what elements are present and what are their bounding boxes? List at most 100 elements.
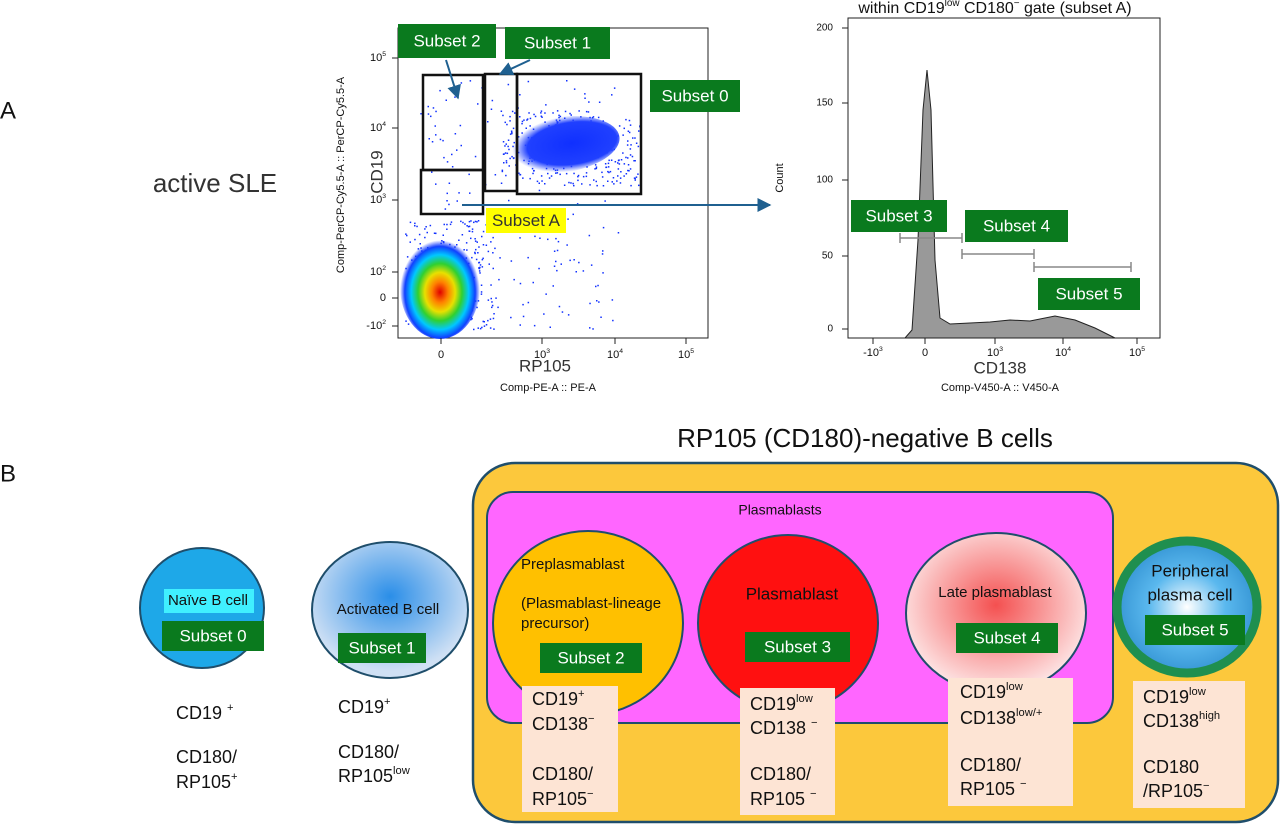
dot	[596, 184, 598, 187]
text-part: CD180/	[176, 747, 237, 767]
dot	[627, 164, 630, 166]
dot	[443, 223, 445, 226]
dot	[622, 152, 624, 154]
dot	[540, 110, 543, 112]
axis-param: Comp-PE-A :: PE-A	[500, 382, 597, 394]
dot	[522, 177, 524, 179]
dot	[608, 171, 610, 174]
text-part: CD19	[176, 703, 227, 723]
superscript: −	[1020, 778, 1027, 790]
x-tick-label: 103	[534, 348, 550, 361]
dot	[482, 320, 484, 323]
gate	[961, 249, 1035, 259]
label-text: Subset 3	[764, 637, 831, 656]
dot	[406, 234, 408, 237]
dot	[495, 297, 497, 299]
dot	[545, 104, 547, 106]
superscript: 4	[619, 348, 623, 355]
gate	[1033, 262, 1132, 272]
dot	[491, 99, 494, 102]
dot	[581, 183, 583, 185]
dot	[492, 252, 494, 254]
dot	[477, 220, 480, 222]
dot	[473, 221, 475, 224]
marker-text: CD19low	[1143, 686, 1207, 707]
dot	[620, 171, 622, 173]
dot	[596, 300, 598, 302]
superscript: 3	[382, 193, 386, 200]
dot	[424, 228, 426, 230]
dot	[604, 163, 607, 165]
marker-text: RP105low	[338, 765, 411, 786]
dot	[414, 225, 416, 227]
dot	[635, 142, 638, 144]
text-part: -10	[366, 320, 382, 332]
dot	[597, 116, 600, 119]
cell-cloud	[500, 116, 620, 174]
dot	[478, 246, 480, 248]
dot	[625, 118, 627, 121]
dot	[431, 141, 434, 143]
dot	[474, 240, 477, 242]
dot	[567, 314, 570, 316]
dot	[482, 244, 485, 246]
dot	[476, 241, 478, 243]
dot	[443, 156, 445, 159]
dot	[489, 327, 492, 329]
superscript: low	[945, 0, 961, 9]
dot	[635, 176, 638, 178]
dot	[633, 177, 636, 179]
arrows	[445, 59, 772, 212]
dot	[538, 182, 540, 184]
dot	[626, 144, 629, 146]
dot	[570, 182, 572, 184]
superscript: 4	[1067, 346, 1071, 353]
dot	[470, 237, 472, 240]
dot	[584, 97, 586, 99]
superscript: low/+	[1016, 707, 1042, 719]
dot	[458, 192, 460, 194]
dot	[613, 87, 616, 89]
axis-title: RP105	[519, 356, 571, 375]
dot	[522, 303, 524, 306]
dot	[487, 121, 489, 123]
dot	[420, 113, 422, 115]
x-tick-label: -103	[863, 346, 883, 359]
dot	[634, 179, 636, 181]
dot	[590, 264, 593, 266]
dot	[637, 145, 640, 148]
dot	[617, 232, 620, 234]
dot	[602, 185, 605, 187]
dot	[490, 284, 492, 286]
dot	[584, 93, 586, 95]
dot	[454, 96, 456, 98]
dot	[476, 306, 478, 309]
dot	[501, 170, 504, 173]
cell-name: Late plasmablast	[938, 584, 1052, 601]
dot	[628, 119, 631, 122]
dot	[573, 88, 576, 90]
dot	[607, 180, 609, 182]
superscript: +	[227, 702, 234, 714]
text-part: 10	[678, 349, 690, 361]
dot	[607, 162, 610, 165]
dot	[474, 238, 476, 240]
marker-box	[1133, 681, 1245, 808]
dot	[445, 99, 447, 101]
gate	[899, 233, 963, 243]
text-part: CD19	[960, 682, 1006, 702]
subgroup-title: Plasmablasts	[738, 502, 821, 518]
dot	[491, 306, 493, 309]
dot	[538, 267, 540, 270]
marker-text: CD180/	[532, 764, 593, 784]
dot	[451, 166, 454, 168]
dot	[499, 257, 501, 259]
dot	[487, 250, 490, 253]
y-tick-label: 100	[816, 175, 833, 186]
dot	[483, 321, 485, 323]
arrow	[445, 59, 461, 100]
dot	[547, 238, 549, 241]
dot	[625, 173, 628, 175]
dot	[477, 252, 479, 254]
dot	[435, 183, 437, 185]
